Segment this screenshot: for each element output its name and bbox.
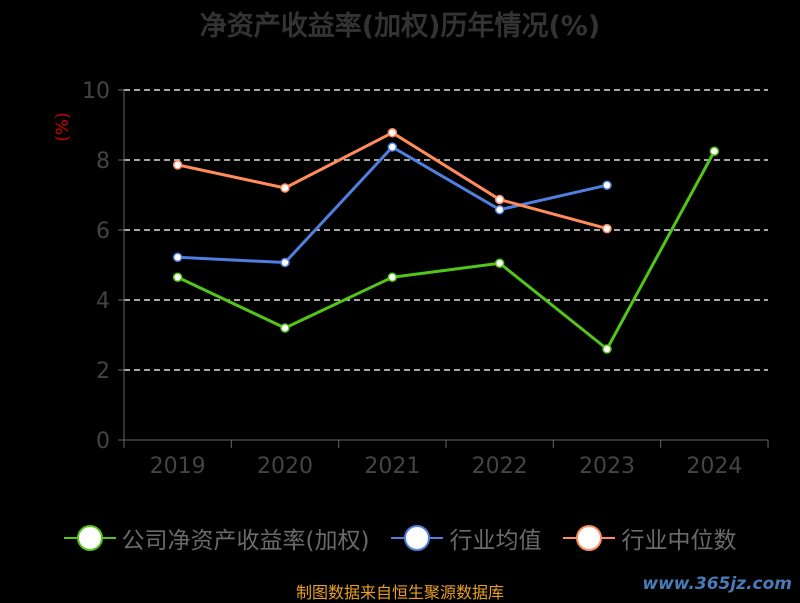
series-0-point-2020 [280, 323, 290, 333]
legend-symbol-company [63, 525, 116, 551]
y-tick-labels: 0 2 4 6 8 10 [82, 79, 110, 454]
series-2-point-2020 [280, 183, 290, 193]
x-tick-2022: 2022 [472, 454, 528, 479]
legend-label-industry-median: 行业中位数 [621, 528, 737, 554]
y-tick-6: 6 [96, 219, 110, 244]
series-2-point-2021 [387, 127, 398, 138]
x-tick-2019: 2019 [150, 454, 206, 479]
y-tick-4: 4 [96, 289, 110, 314]
y-tick-8: 8 [96, 149, 110, 174]
series-1-point-2022 [494, 204, 505, 215]
y-tick-0: 0 [96, 429, 110, 454]
legend-item-industry-mean[interactable]: 行业均值 [391, 521, 541, 555]
series-2-point-2022 [494, 194, 505, 205]
legend: 公司净资产收益率(加权) 行业均值 行业中位数 [0, 518, 800, 558]
legend-label-industry-mean: 行业均值 [449, 528, 542, 554]
series-line-1 [177, 145, 608, 265]
chart-title: 净资产收益率(加权)历年情况(%) [199, 11, 601, 42]
x-tick-2024: 2024 [686, 454, 742, 479]
grid-lines [124, 89, 768, 371]
x-tick-2023: 2023 [579, 454, 635, 479]
x-tick-2021: 2021 [364, 454, 420, 479]
watermark: www.365jz.com [642, 574, 792, 594]
x-tick-2020: 2020 [257, 454, 313, 479]
series-line-0 [177, 150, 716, 351]
series-0-point-2021 [387, 272, 398, 282]
series-0-point-2022 [494, 258, 505, 268]
series-0-point-2024 [709, 146, 720, 156]
series-0-point-2023 [602, 344, 612, 354]
series-1-point-2019 [172, 252, 183, 263]
x-tick-labels: 2019 2020 2021 2022 2023 2024 [150, 454, 743, 479]
series-1-point-2020 [280, 257, 290, 268]
y-tick-2: 2 [96, 359, 110, 384]
data-source-note: 制图数据来自恒生聚源数据库 [295, 583, 504, 602]
series-1-point-2021 [387, 142, 398, 152]
legend-symbol-industry-median [563, 525, 616, 551]
axes [118, 89, 769, 448]
series-group [172, 127, 720, 354]
legend-symbol-industry-mean [391, 525, 444, 551]
series-2-point-2019 [172, 160, 183, 170]
legend-label-company: 公司净资产收益率(加权) [121, 528, 370, 554]
legend-item-industry-median[interactable]: 行业中位数 [563, 521, 736, 555]
y-tick-10: 10 [82, 79, 110, 104]
legend-item-company[interactable]: 公司净资产收益率(加权) [63, 521, 370, 555]
series-1-point-2023 [602, 180, 612, 190]
series-2-point-2023 [602, 223, 612, 234]
y-axis-label: (%) [53, 112, 73, 141]
series-0-point-2019 [172, 272, 183, 282]
